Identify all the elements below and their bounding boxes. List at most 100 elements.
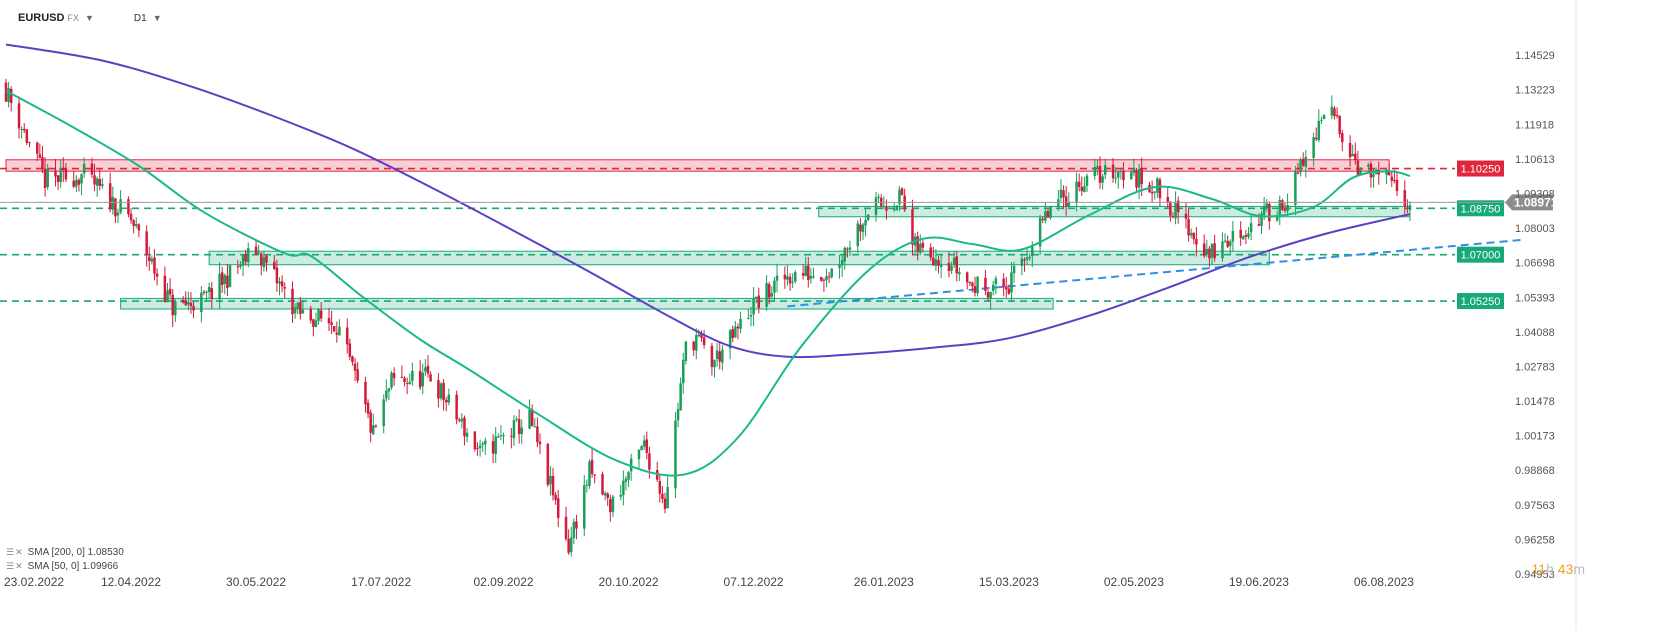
bearish-candle [517,419,521,435]
bullish-candle [1265,203,1268,209]
bearish-candle [455,394,458,420]
bullish-candle [721,349,724,363]
bullish-candle [390,372,393,388]
bullish-candle [421,372,425,387]
price-tick-label: 0.94953 [1515,569,1555,581]
bullish-candle [1103,165,1107,175]
bearish-candle [327,317,331,324]
bullish-candle [460,418,464,422]
bearish-candle [783,274,787,280]
symbol-dropdown-icon[interactable]: ▼ [84,13,94,23]
bullish-candle [877,196,880,198]
bullish-candle [1067,202,1071,207]
bearish-candle [254,246,258,255]
candle-countdown: 11h 43m [1532,561,1585,577]
bullish-candle [478,445,482,449]
indicator-settings-icon[interactable]: ☰✕ [6,547,24,557]
timeframe-dropdown-icon[interactable]: ▼ [152,13,162,23]
time-axis[interactable]: 23.02.2022 12.04.2022 30.05.2022 17.07.2022… [4,575,1414,589]
bullish-candle [80,174,83,184]
bearish-candle [556,498,560,518]
timeframe-label[interactable]: D1 [133,12,147,24]
bullish-candle [512,420,516,439]
bullish-candle [465,432,469,438]
bearish-candle [202,291,206,293]
bearish-candle [1244,234,1248,238]
bearish-candle [606,493,609,498]
bullish-candle [262,257,266,268]
bearish-candle [846,248,849,250]
bearish-candle [658,481,662,494]
date-tick-label: 19.06.2023 [1229,575,1289,589]
bullish-candle [1299,159,1302,173]
bearish-candle [220,272,224,286]
bearish-candle [937,260,940,266]
bearish-candle [437,380,440,399]
bullish-candle [619,494,622,497]
bullish-candle [1229,241,1232,246]
bullish-candle [611,496,615,512]
bearish-candle [1041,218,1044,220]
bullish-candle [989,292,992,299]
bullish-candle [1093,166,1097,176]
bullish-candle [95,178,99,186]
bullish-candle [734,326,737,338]
bullish-candle [775,275,779,281]
bearish-candle [43,168,47,188]
bearish-candle [1208,248,1211,259]
bullish-candle [1312,137,1315,159]
bearish-candle [564,516,568,540]
bearish-candle [4,82,8,102]
bullish-candle [794,272,797,282]
bullish-candle [861,224,865,233]
bullish-candle [856,223,860,247]
level-label: 1.05250 [1461,296,1501,308]
bearish-candle [369,412,372,433]
bullish-candle [825,276,828,281]
date-tick-label: 07.12.2022 [724,575,784,589]
bearish-candle [22,128,26,131]
sma50-line [5,90,1411,477]
bearish-candle [1184,213,1188,219]
levels-layer: 1.10250 1.08750 1.07000 1.05250 [0,160,1504,310]
bullish-candle [1275,216,1279,221]
bullish-candle [919,243,922,253]
bullish-candle [934,259,938,267]
bullish-candle [1221,241,1224,259]
symbol-label[interactable]: EURUSD [18,12,65,24]
bearish-candle [1333,108,1336,117]
bearish-candle [1301,158,1305,166]
bullish-candle [101,184,104,186]
bearish-candle [98,179,102,186]
bullish-candle [1025,257,1029,261]
bullish-candle [301,309,305,314]
bullish-candle [111,196,115,210]
sma200-line [5,43,1411,359]
bullish-candle [502,435,505,437]
bullish-candle [874,197,878,216]
market-label: FX [67,13,79,23]
price-axis[interactable]: 1.14529 1.13223 1.11918 1.10613 1.09308 1.080… [1515,50,1555,581]
countdown-m: m [1573,561,1585,577]
bullish-candle [583,485,586,529]
bearish-candle [984,277,987,291]
bearish-candle [1023,259,1026,261]
date-tick-label: 15.03.2023 [979,575,1039,589]
bearish-candle [418,370,422,388]
indicator-settings-icon[interactable]: ☰✕ [6,561,24,571]
bearish-candle [137,224,141,231]
bullish-candle [549,475,552,485]
bearish-candle [129,213,133,221]
bearish-candle [184,301,187,306]
bearish-candle [955,256,959,274]
bearish-candle [757,295,761,308]
bearish-candle [163,275,167,303]
bullish-candle [1367,164,1370,167]
bullish-candle [627,472,630,480]
bearish-candle [226,275,229,288]
bullish-candle [515,418,518,420]
bearish-candle [1062,190,1065,198]
bullish-candle [1372,174,1375,178]
